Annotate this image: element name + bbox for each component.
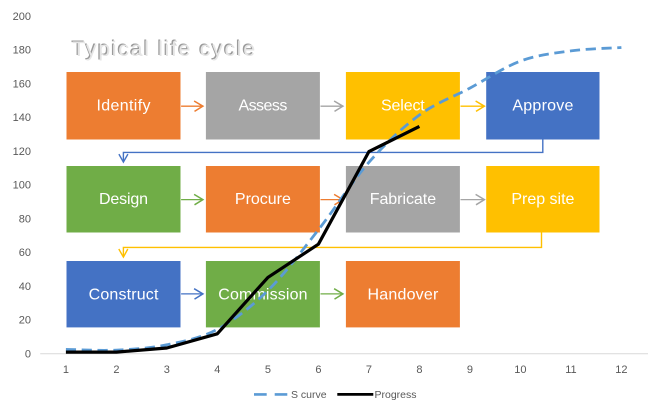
svg-text:Construct: Construct	[89, 286, 159, 303]
svg-text:Assess: Assess	[238, 98, 287, 115]
svg-text:120: 120	[13, 146, 31, 158]
svg-text:200: 200	[13, 11, 31, 23]
svg-text:40: 40	[19, 281, 31, 293]
svg-text:2: 2	[113, 364, 119, 376]
svg-text:Procure: Procure	[235, 191, 291, 208]
svg-text:100: 100	[13, 180, 31, 192]
svg-text:60: 60	[19, 247, 31, 259]
svg-text:80: 80	[19, 213, 31, 225]
svg-text:S curve: S curve	[291, 389, 327, 401]
svg-text:8: 8	[416, 364, 422, 376]
svg-text:5: 5	[265, 364, 271, 376]
svg-text:160: 160	[13, 78, 31, 90]
svg-text:Identify: Identify	[97, 98, 151, 115]
svg-text:12: 12	[615, 364, 627, 376]
svg-text:9: 9	[467, 364, 473, 376]
svg-text:7: 7	[366, 364, 372, 376]
svg-text:Prep site: Prep site	[511, 191, 574, 208]
svg-text:3: 3	[164, 364, 170, 376]
svg-text:Handover: Handover	[368, 286, 439, 303]
svg-text:Design: Design	[99, 191, 148, 208]
svg-text:1: 1	[63, 364, 69, 376]
svg-text:11: 11	[565, 364, 576, 376]
svg-text:140: 140	[13, 112, 31, 124]
svg-text:0: 0	[25, 348, 31, 360]
svg-text:10: 10	[514, 364, 526, 376]
svg-text:6: 6	[315, 364, 321, 376]
svg-text:Fabricate: Fabricate	[370, 191, 436, 208]
svg-text:Typical life cycle: Typical life cycle	[71, 36, 256, 60]
svg-text:Progress: Progress	[375, 389, 417, 401]
svg-text:Approve: Approve	[512, 98, 573, 115]
svg-text:Typical life cycle: Typical life cycle	[72, 37, 256, 61]
svg-text:Select: Select	[381, 98, 425, 115]
svg-text:4: 4	[214, 364, 220, 376]
svg-text:180: 180	[13, 45, 31, 57]
svg-text:20: 20	[19, 315, 31, 327]
